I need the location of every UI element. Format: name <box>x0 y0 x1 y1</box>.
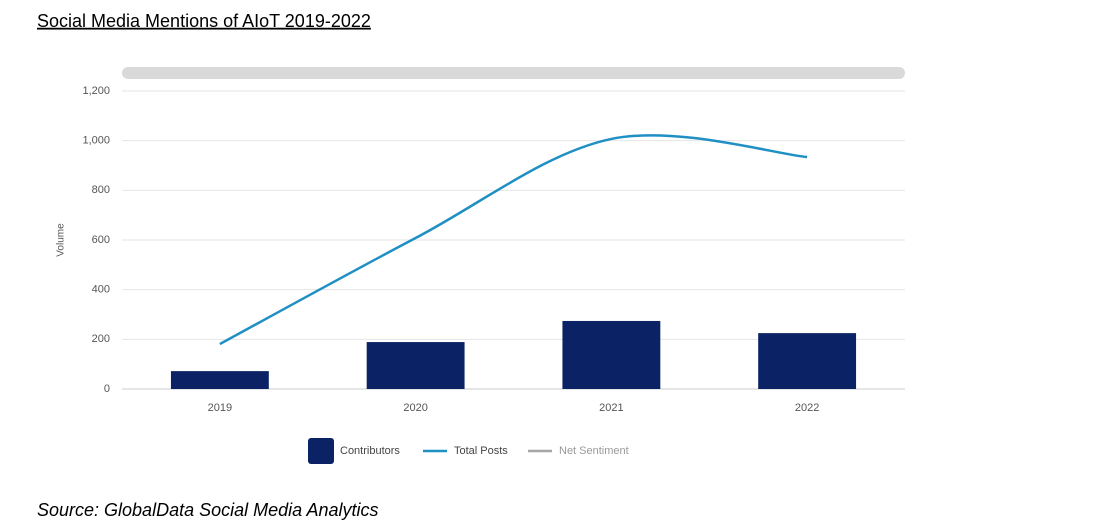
x-tick-label: 2019 <box>208 402 232 414</box>
y-tick-label: 1,200 <box>82 85 110 97</box>
source: Source: GlobalData Social Media Analytic… <box>37 500 379 520</box>
legend-label: Net Sentiment <box>559 445 629 457</box>
line <box>219 134 808 346</box>
y-tick-label: 600 <box>92 234 110 246</box>
legend-label: Total Posts <box>454 445 508 457</box>
x-tick-label: 2020 <box>403 402 427 414</box>
y-tick-label: 1,000 <box>82 135 110 147</box>
bar <box>366 342 465 389</box>
y-tick-label: 200 <box>92 333 110 345</box>
bar <box>170 371 269 389</box>
chart-title: Social Media Mentions of AIoT 2019-2022 <box>37 11 371 31</box>
y-axis-label: Volume <box>56 223 67 257</box>
x-tick-label: 2021 <box>599 402 623 414</box>
legend-swatch <box>308 438 334 464</box>
legend-label: Contributors <box>340 445 400 457</box>
y-tick-label: 800 <box>92 184 110 196</box>
bar <box>562 320 661 389</box>
x-tick-label: 2022 <box>795 402 819 414</box>
y-tick-label: 400 <box>92 284 110 296</box>
sentiment-bar <box>122 67 905 79</box>
bar <box>758 333 857 389</box>
y-tick-label: 0 <box>104 383 110 395</box>
